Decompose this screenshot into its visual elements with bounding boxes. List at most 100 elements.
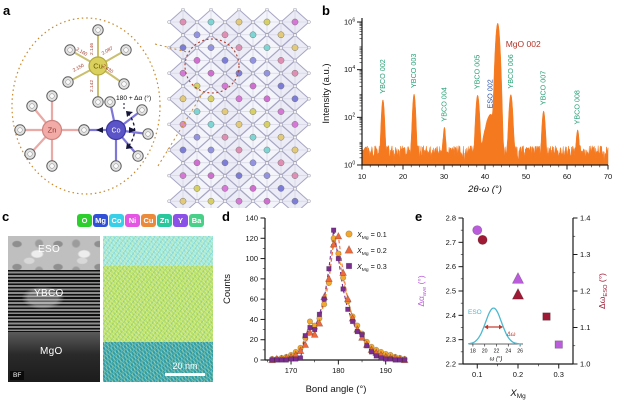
left-axis-label: Δαave (°) [416,275,428,306]
peak-label: YBCO 007 [539,71,548,105]
atom-Zn [41,119,63,141]
svg-text:20: 20 [482,349,488,355]
xrd-curve [361,22,609,166]
svg-text:ESO: ESO [468,309,482,316]
panel-b-label: b [322,3,330,18]
svg-text:10: 10 [358,172,366,181]
svg-text:XMg = 0.2: XMg = 0.2 [356,246,387,257]
structure-group: Zn Co Cu 2.146 2.087 2.160 2.150 2.142 2.430 180 … [11,8,311,208]
peak-label: ESO 002 [486,79,495,108]
svg-text:100: 100 [344,160,355,169]
svg-text:Cu: Cu [93,62,103,71]
eds-element-Cu: Cu [141,214,156,227]
peak-label: YBCO 008 [573,90,582,124]
svg-text:102: 102 [344,113,355,122]
hist-series [269,227,408,363]
scale-bar-line [165,373,205,376]
svg-text:2.142: 2.142 [89,80,95,92]
atom-Cu [88,56,108,76]
svg-text:2.4: 2.4 [446,311,456,320]
svg-text:Δω: Δω [506,332,516,338]
svg-text:XMg = 0.1: XMg = 0.1 [356,230,387,241]
hist-legend: XMg = 0.1 XMg = 0.2 XMg = 0.3 [344,230,387,273]
svg-text:Co: Co [112,128,121,135]
mosaicity-plot: 2.2 2.3 2.4 2.5 2.6 2.7 2.8 1.0 1.1 1.2 1.3 1.4 0.1 0… [416,214,609,401]
svg-text:18: 18 [470,349,476,355]
peak-label: YBCO 004 [439,87,448,121]
mosaicity-series [472,225,563,349]
svg-text:2.150: 2.150 [72,62,86,73]
svg-text:2.5: 2.5 [446,287,456,296]
panel-e-label: e [415,209,423,224]
svg-text:100: 100 [245,254,258,263]
svg-text:2.2: 2.2 [446,360,456,369]
bf-tem-image: ESO YBCO MgO BF [8,236,100,382]
bf-label-mgo: MgO [40,346,63,357]
svg-text:80: 80 [250,274,258,283]
svg-text:22: 22 [494,349,500,355]
eds-element-O: O [77,214,92,227]
eds-element-Y: Y [173,214,188,227]
xrd-plot: 100 102 104 106 10 20 30 40 50 60 70 2θ-ω (°) Intens… [321,17,612,195]
eds-map: 20 nm [103,236,213,382]
svg-text:190: 190 [379,366,392,375]
bf-label-eso: ESO [38,244,61,255]
svg-text:104: 104 [344,65,355,74]
right-axis-label: ΔωESO (°) [597,273,609,309]
atom-Co [105,119,127,141]
panel-e-mosaicity-chart: 2.2 2.3 2.4 2.5 2.6 2.7 2.8 1.0 1.1 1.2 1.3 1.4 0.1 0… [416,214,609,401]
peak-label: YBCO 005 [473,55,482,89]
svg-text:170: 170 [285,366,298,375]
angle-annotation: 180 + Δα (°) [116,94,151,102]
eds-band-eso [103,236,213,266]
svg-text:2.430: 2.430 [101,63,115,75]
svg-text:2.146: 2.146 [89,43,95,55]
xrd-xlabel: 2θ-ω (°) [467,184,502,195]
rocking-curve-inset: 18 20 22 24 26 ω (°) ESO Δω [468,307,523,363]
bf-layer-ybco [8,270,100,332]
svg-text:30: 30 [440,172,448,181]
mosaicity-xlabel: XMg [509,388,526,400]
svg-text:106: 106 [344,17,355,26]
eds-band-ybco [103,266,213,342]
xrd-ylabel: Intensity (a.u.) [321,63,332,123]
svg-text:2.8: 2.8 [446,214,456,223]
svg-text:ω (°): ω (°) [490,357,503,363]
mosaicity-series [477,234,551,321]
svg-text:2.7: 2.7 [446,238,456,247]
svg-text:XMg = 0.3: XMg = 0.3 [356,262,387,273]
peak-label: YBCO 002 [378,59,387,93]
bf-layer-eso [8,236,100,270]
bf-label-ybco: YBCO [34,288,64,299]
peak-label: MgO 002 [506,39,541,49]
panel-a-crystal-structure: Zn Co Cu 2.146 2.087 2.160 2.150 2.142 2.430 180 … [11,8,311,208]
panel-d-bond-angle-chart: 0 20 40 60 80 100 120 140 170 180 190 Bond angle (°… [222,214,409,395]
eds-element-Ba: Ba [189,214,204,227]
svg-text:50: 50 [522,172,530,181]
panel-a-label: a [3,3,11,18]
eds-element-Co: Co [109,214,124,227]
scale-bar: 20 nm [165,361,205,376]
panel-d-label: d [222,209,230,224]
svg-text:180: 180 [332,366,345,375]
svg-text:40: 40 [481,172,489,181]
zoom-callout-circle [11,17,161,195]
bf-mode-badge: BF [10,371,25,380]
eds-element-Zn: Zn [157,214,172,227]
hist-plot: 0 20 40 60 80 100 120 140 170 180 190 Bond angle (°… [222,214,409,395]
svg-text:2.087: 2.087 [101,45,115,56]
svg-text:1.0: 1.0 [580,360,590,369]
svg-text:0.2: 0.2 [513,370,523,379]
eds-element-Mg: Mg [93,214,108,227]
eds-element-legend: O Mg Co Ni Cu Zn Y Ba [77,214,204,227]
svg-text:0: 0 [254,356,258,365]
svg-text:0.3: 0.3 [554,370,564,379]
svg-text:70: 70 [604,172,612,181]
panel-c-label: c [2,209,10,224]
svg-text:2.6: 2.6 [446,262,456,271]
scale-bar-label: 20 nm [172,361,198,371]
svg-text:1.4: 1.4 [580,214,590,223]
peak-label: YBCO 006 [506,54,515,88]
svg-text:Zn: Zn [48,126,57,135]
